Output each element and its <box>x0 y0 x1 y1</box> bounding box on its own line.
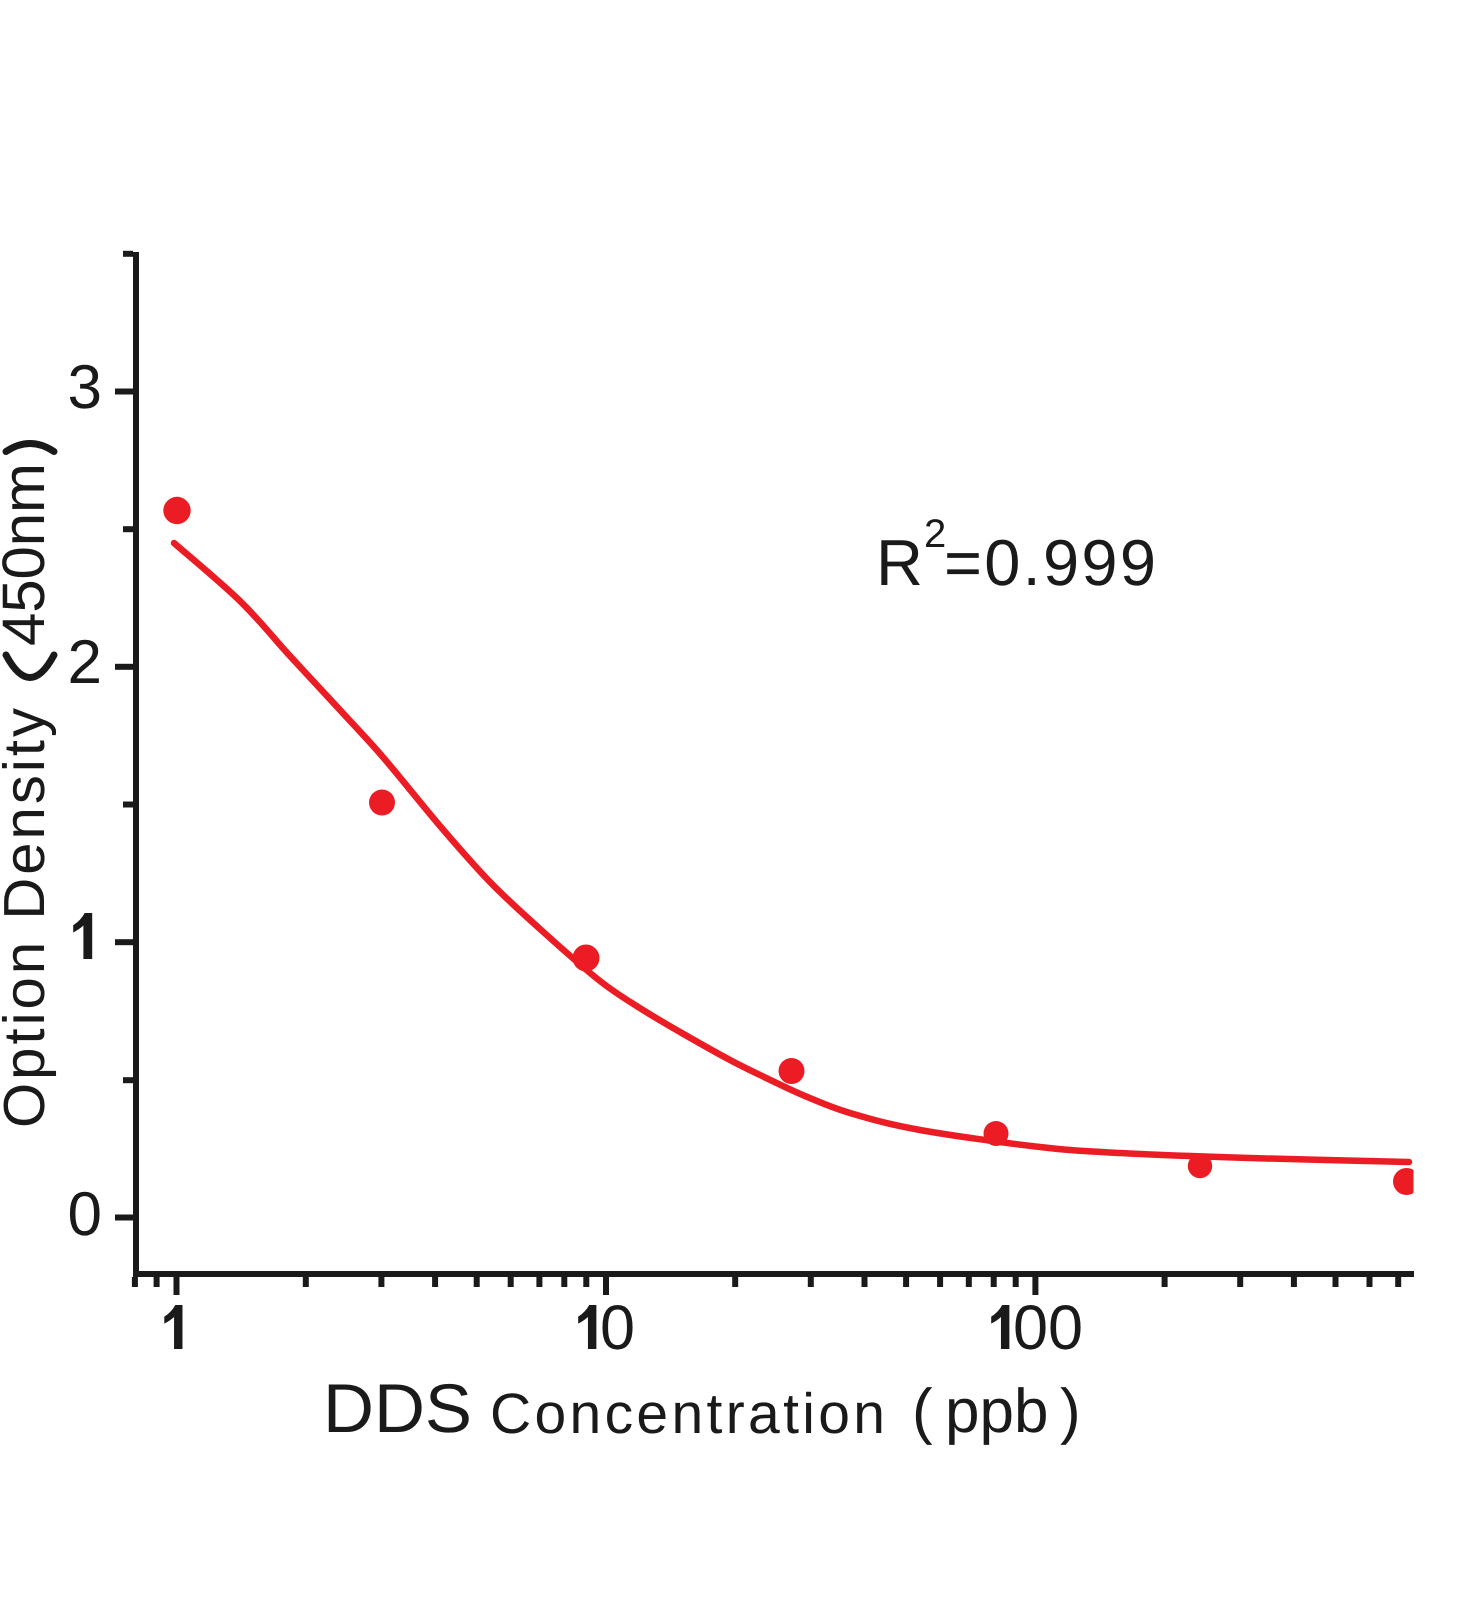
svg-text:2: 2 <box>68 628 102 697</box>
svg-text:3: 3 <box>68 353 102 422</box>
svg-text:0: 0 <box>600 1293 635 1363</box>
svg-text:ppb: ppb <box>945 1377 1048 1446</box>
svg-text:=0.999: =0.999 <box>944 526 1156 599</box>
svg-text:450nm: 450nm <box>0 463 57 646</box>
svg-text:0: 0 <box>68 1180 102 1249</box>
svg-text:DDS: DDS <box>323 1370 472 1447</box>
svg-text:Option Density: Option Density <box>0 708 57 1128</box>
svg-text:Concentration: Concentration <box>490 1382 885 1446</box>
svg-text:00: 00 <box>1013 1293 1083 1363</box>
svg-text:R: R <box>876 526 923 599</box>
svg-text:(: ( <box>912 1377 933 1446</box>
svg-text:): ) <box>1060 1377 1081 1446</box>
svg-text:2: 2 <box>924 512 946 556</box>
